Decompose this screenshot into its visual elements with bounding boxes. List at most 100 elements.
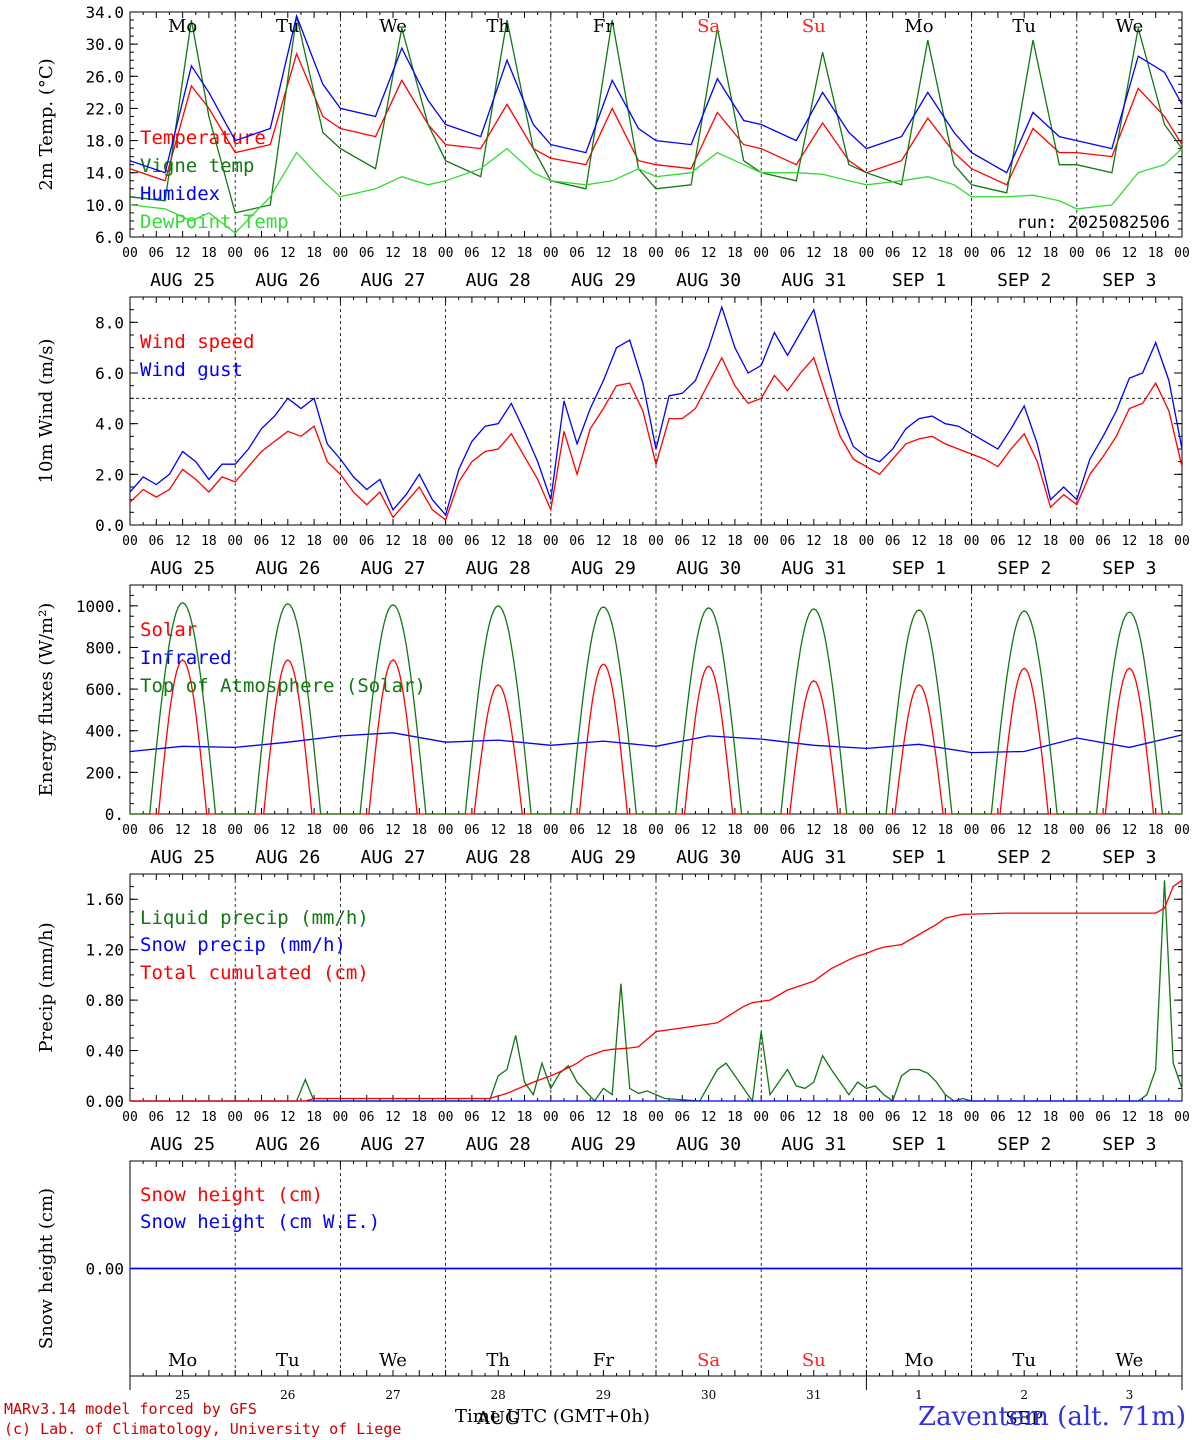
date-label: AUG 28 bbox=[466, 558, 531, 579]
hour-tick-label: 18 bbox=[937, 534, 953, 549]
hour-tick-label: 00 bbox=[1069, 823, 1085, 838]
date-label: SEP 1 bbox=[892, 558, 946, 579]
weekday-label-top: Tu bbox=[1012, 16, 1036, 37]
legend-entry: Infrared bbox=[140, 647, 232, 669]
hour-tick-label: 00 bbox=[753, 534, 769, 549]
hour-tick-label: 12 bbox=[806, 534, 822, 549]
hour-tick-label: 00 bbox=[1174, 1110, 1190, 1125]
hour-tick-label: 06 bbox=[990, 246, 1006, 261]
y-tick-label: 1.60 bbox=[85, 890, 124, 909]
date-label: AUG 27 bbox=[360, 847, 425, 868]
panel-energy: 0. 200. 400. 600. 800. 1000. Energy fluxes (W/… bbox=[36, 584, 1190, 868]
hour-tick-label: 00 bbox=[122, 246, 138, 261]
weekday-label-top: Mo bbox=[168, 16, 197, 37]
hour-tick-label: 18 bbox=[727, 246, 743, 261]
hour-tick-label: 18 bbox=[622, 1110, 638, 1125]
hour-tick-label: 12 bbox=[280, 1110, 296, 1125]
hour-tick-label: 00 bbox=[1174, 246, 1190, 261]
hour-tick-label: 12 bbox=[385, 534, 401, 549]
hour-tick-label: 18 bbox=[306, 1110, 322, 1125]
hour-tick-label: 00 bbox=[859, 1110, 875, 1125]
hour-tick-label: 12 bbox=[596, 823, 612, 838]
weekday-label-bottom: We bbox=[1116, 1350, 1144, 1371]
date-label: SEP 3 bbox=[1102, 1134, 1156, 1155]
date-label: AUG 30 bbox=[676, 558, 741, 579]
panel-temp: 6.0 10.0 14.0 18.0 22.0 26.0 30.0 34.0 2m Temp. … bbox=[36, 3, 1190, 291]
legend-entry: Humidex bbox=[140, 183, 220, 205]
hour-tick-label: 12 bbox=[1016, 1110, 1032, 1125]
hour-tick-label: 12 bbox=[911, 1110, 927, 1125]
hour-tick-label: 06 bbox=[1095, 534, 1111, 549]
hour-tick-label: 00 bbox=[753, 1110, 769, 1125]
hour-tick-label: 06 bbox=[569, 534, 585, 549]
date-label: AUG 30 bbox=[676, 847, 741, 868]
y-tick-label: 26.0 bbox=[85, 67, 124, 86]
hour-tick-label: 12 bbox=[280, 534, 296, 549]
hour-tick-label: 12 bbox=[806, 1110, 822, 1125]
hour-tick-label: 00 bbox=[753, 246, 769, 261]
date-label: AUG 26 bbox=[255, 558, 320, 579]
series-line bbox=[129, 356, 1183, 521]
hour-tick-label: 06 bbox=[254, 823, 270, 838]
hour-tick-label: 18 bbox=[411, 534, 427, 549]
date-label: AUG 26 bbox=[255, 1134, 320, 1155]
y-tick-label: 6.0 bbox=[95, 364, 124, 383]
series-line bbox=[129, 732, 1183, 754]
date-label: AUG 30 bbox=[676, 270, 741, 291]
hour-tick-label: 18 bbox=[937, 823, 953, 838]
y-axis-label: 10m Wind (m/s) bbox=[36, 339, 57, 484]
day-of-month-label: 27 bbox=[385, 1388, 400, 1402]
hour-tick-label: 06 bbox=[885, 823, 901, 838]
hour-tick-label: 00 bbox=[1069, 534, 1085, 549]
weekday-label-bottom: We bbox=[379, 1350, 407, 1371]
hour-tick-label: 00 bbox=[648, 246, 664, 261]
hour-tick-label: 18 bbox=[1148, 246, 1164, 261]
y-tick-label: 0. bbox=[105, 805, 124, 824]
hour-tick-label: 18 bbox=[1043, 246, 1059, 261]
date-label: AUG 29 bbox=[571, 558, 636, 579]
hour-tick-label: 12 bbox=[175, 534, 191, 549]
hour-tick-label: 06 bbox=[359, 1110, 375, 1125]
hour-tick-label: 18 bbox=[1148, 534, 1164, 549]
hour-tick-label: 00 bbox=[1174, 534, 1190, 549]
hour-tick-label: 12 bbox=[175, 823, 191, 838]
panel-wind: 0.0 2.0 4.0 6.0 8.0 10m Wind (m/s) Wind speed W… bbox=[36, 296, 1190, 579]
hour-tick-label: 06 bbox=[674, 534, 690, 549]
hour-tick-label: 18 bbox=[1148, 1110, 1164, 1125]
legend-entry: Wind speed bbox=[140, 331, 254, 353]
hour-tick-label: 12 bbox=[280, 823, 296, 838]
hour-tick-label: 06 bbox=[674, 246, 690, 261]
y-tick-label: 4.0 bbox=[95, 415, 124, 434]
series-line bbox=[130, 880, 1183, 1103]
hour-tick-label: 06 bbox=[780, 823, 796, 838]
legend-entry: Total cumulated (cm) bbox=[140, 962, 369, 984]
y-tick-label: 1000. bbox=[76, 597, 124, 616]
hour-tick-label: 06 bbox=[464, 246, 480, 261]
day-of-month-label: 31 bbox=[806, 1388, 821, 1402]
series-line bbox=[129, 147, 1183, 234]
day-of-month-label: 3 bbox=[1126, 1388, 1134, 1402]
hour-tick-label: 12 bbox=[911, 534, 927, 549]
weekday-label-top: We bbox=[1116, 16, 1144, 37]
hour-tick-label: 18 bbox=[1043, 534, 1059, 549]
hour-tick-label: 00 bbox=[543, 534, 559, 549]
hour-tick-label: 06 bbox=[254, 246, 270, 261]
hour-tick-label: 12 bbox=[701, 823, 717, 838]
hour-tick-label: 06 bbox=[1095, 823, 1111, 838]
date-label: AUG 26 bbox=[255, 270, 320, 291]
hour-tick-label: 00 bbox=[333, 1110, 349, 1125]
legend-entry: Top of Atmosphere (Solar) bbox=[140, 675, 426, 697]
hour-tick-label: 12 bbox=[911, 823, 927, 838]
hour-tick-label: 18 bbox=[411, 823, 427, 838]
y-axis-label: Energy fluxes (W/m²) bbox=[36, 603, 57, 797]
y-tick-label: 0.00 bbox=[85, 1260, 124, 1279]
hour-tick-label: 18 bbox=[517, 1110, 533, 1125]
hour-tick-label: 00 bbox=[1069, 1110, 1085, 1125]
hour-tick-label: 12 bbox=[175, 246, 191, 261]
hour-tick-label: 00 bbox=[964, 246, 980, 261]
hour-tick-label: 00 bbox=[122, 823, 138, 838]
x-axis-title: Time UTC (GMT+0h) bbox=[455, 1406, 650, 1427]
date-label: AUG 28 bbox=[466, 1134, 531, 1155]
hour-tick-label: 00 bbox=[648, 823, 664, 838]
hour-tick-label: 12 bbox=[1122, 246, 1138, 261]
